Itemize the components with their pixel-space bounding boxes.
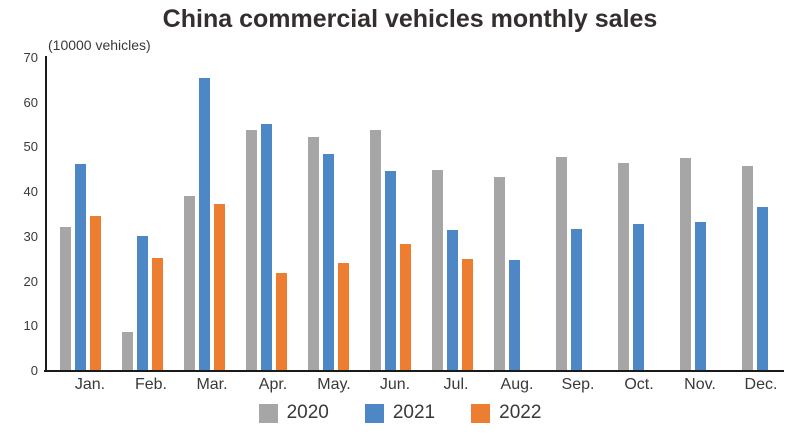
bar-2021-Aug xyxy=(509,259,520,370)
bar-2021-Nov xyxy=(695,221,706,370)
x-category-label: Aug. xyxy=(500,376,534,393)
bar-2021-Jun xyxy=(385,170,396,370)
bar-2022-Feb xyxy=(152,258,163,370)
legend-label: 2021 xyxy=(392,402,436,423)
chart-title: China commercial vehicles monthly sales xyxy=(162,5,658,33)
bar-2020-Mar xyxy=(184,195,195,370)
bar-2021-Jan xyxy=(75,164,86,370)
y-tick-label: 60 xyxy=(23,94,38,110)
bar-2022-Jun xyxy=(400,244,411,370)
y-tick-label: 0 xyxy=(30,363,38,378)
x-category-label: Nov. xyxy=(684,376,716,393)
legend-swatch-icon xyxy=(471,403,491,423)
legend-swatch-icon xyxy=(364,403,384,423)
bar-2021-Mar xyxy=(199,78,210,370)
bar-2020-Dec xyxy=(742,165,753,370)
y-axis-unit-label: (10000 vehicles) xyxy=(48,37,151,53)
bar-2020-Jul xyxy=(432,170,443,370)
legend: 2020 2021 2022 xyxy=(0,402,800,424)
bar-2020-Nov xyxy=(680,158,691,370)
y-tick-label: 10 xyxy=(23,318,38,334)
bar-2022-Mar xyxy=(214,204,225,370)
legend-item-2020: 2020 xyxy=(258,402,329,424)
bar-2020-Jun xyxy=(370,129,381,370)
x-category-label: Feb. xyxy=(134,376,167,393)
x-category-label: Oct. xyxy=(624,376,654,393)
x-category-label: May. xyxy=(317,376,351,393)
bar-2020-Sep xyxy=(556,156,567,370)
x-category-label: Jul. xyxy=(443,376,469,393)
x-category-label: Dec. xyxy=(744,376,778,393)
bar-2021-Feb xyxy=(137,235,148,370)
x-category-label: Sep. xyxy=(561,376,595,393)
bar-2022-Apr xyxy=(276,273,287,370)
bar-2022-May xyxy=(338,262,349,370)
bar-2021-Oct xyxy=(633,224,644,370)
bar-2020-Jan xyxy=(60,226,71,370)
bar-2020-Feb xyxy=(122,331,133,370)
y-tick-label: 70 xyxy=(23,50,38,65)
bar-2020-Aug xyxy=(494,177,505,370)
bar-2022-Jan xyxy=(90,215,101,370)
bar-2020-Oct xyxy=(618,162,629,370)
y-tick-label: 30 xyxy=(23,228,38,244)
bar-2021-Apr xyxy=(261,123,272,370)
x-axis-line xyxy=(44,370,784,372)
legend-item-2021: 2021 xyxy=(364,402,436,424)
bar-2020-Apr xyxy=(246,130,257,370)
legend-item-2022: 2022 xyxy=(471,402,541,424)
bar-2020-May xyxy=(308,137,319,370)
x-category-label: Jan. xyxy=(74,376,106,393)
x-category-label: Jun. xyxy=(379,376,411,393)
x-category-label: Mar. xyxy=(196,376,228,393)
y-tick-label: 50 xyxy=(23,139,38,155)
bar-2021-Jul xyxy=(447,230,458,370)
legend-label: 2022 xyxy=(499,402,542,423)
legend-swatch-icon xyxy=(258,403,278,423)
bar-2021-Dec xyxy=(757,207,768,370)
x-category-label: Apr. xyxy=(258,376,288,393)
bar-2021-Sep xyxy=(571,228,582,370)
bar-2021-May xyxy=(323,154,334,370)
bar-2022-Jul xyxy=(462,259,473,370)
y-axis-line xyxy=(45,56,47,372)
legend-label: 2020 xyxy=(286,402,329,423)
y-tick-label: 40 xyxy=(23,184,38,200)
y-tick-label: 20 xyxy=(23,273,38,289)
